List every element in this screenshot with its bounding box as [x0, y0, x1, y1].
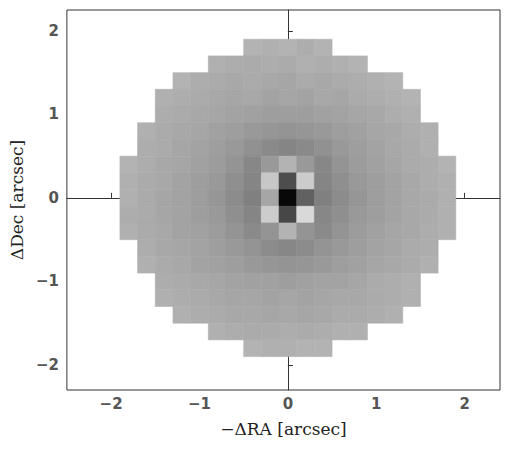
- svg-text:1: 1: [371, 395, 381, 413]
- svg-text:1: 1: [48, 105, 58, 123]
- svg-text:0: 0: [283, 395, 293, 413]
- svg-text:2: 2: [48, 22, 58, 40]
- svg-text:−1: −1: [188, 395, 211, 413]
- svg-text:−2: −2: [100, 395, 123, 413]
- svg-text:2: 2: [459, 395, 469, 413]
- svg-text:0: 0: [48, 189, 58, 207]
- svg-text:−ΔRA [arcsec]: −ΔRA [arcsec]: [220, 419, 346, 439]
- svg-text:−1: −1: [36, 272, 59, 290]
- svg-text:ΔDec [arcsec]: ΔDec [arcsec]: [7, 140, 27, 260]
- svg-text:−2: −2: [36, 356, 59, 374]
